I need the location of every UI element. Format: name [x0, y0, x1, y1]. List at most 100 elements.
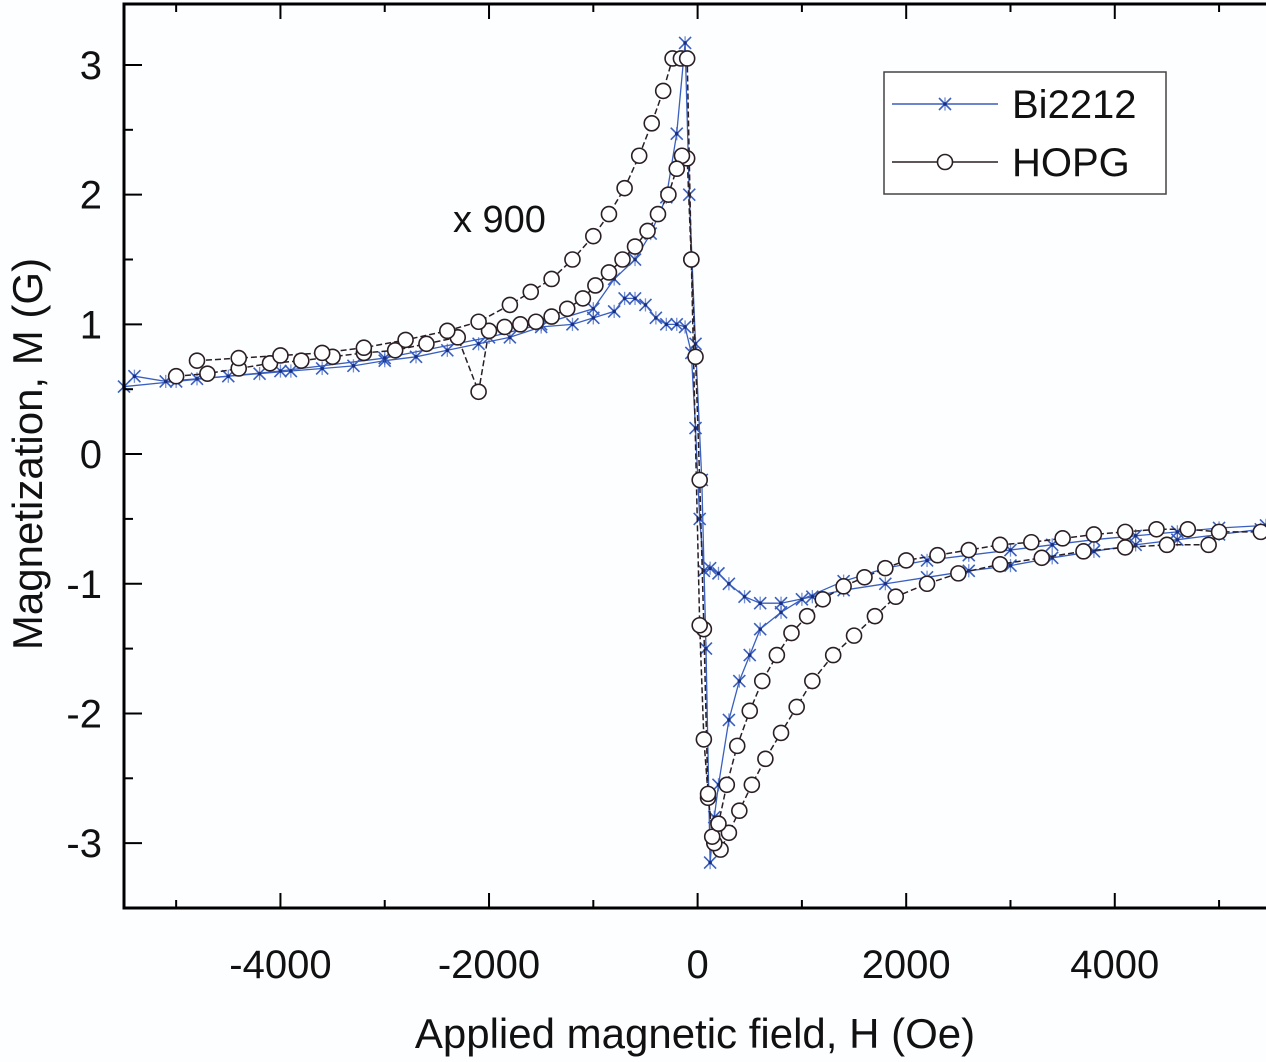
data-point-bi2212 — [607, 304, 621, 318]
data-point-hopg — [720, 824, 738, 842]
y-tick-label: -2 — [66, 692, 102, 736]
data-point-hopg — [728, 737, 746, 755]
data-point-hopg — [230, 349, 248, 367]
scale-annotation: x 900 — [453, 199, 546, 241]
legend-label-hopg: HOPG — [1012, 141, 1130, 185]
data-point-bi2212 — [670, 127, 684, 141]
marker-center — [758, 627, 762, 631]
data-point-hopg — [639, 222, 656, 240]
marker-center — [591, 316, 596, 320]
legend-asterisk — [938, 97, 952, 111]
data-point-hopg — [587, 277, 604, 294]
legend-circle — [936, 153, 954, 171]
y-tick-label: 3 — [80, 44, 102, 88]
data-point-hopg — [564, 251, 581, 268]
marker-center — [1008, 548, 1013, 552]
data-point-bi2212 — [440, 343, 454, 357]
marker-center — [779, 601, 783, 606]
data-point-hopg — [272, 347, 289, 364]
y-tick-label: 2 — [80, 174, 102, 218]
data-point-hopg — [678, 50, 696, 67]
data-point-hopg — [626, 238, 644, 255]
marker-center — [683, 325, 687, 329]
data-point-bi2212 — [737, 590, 752, 604]
marker-center — [1133, 543, 1138, 547]
marker-center — [351, 364, 356, 368]
marker-center — [683, 41, 687, 45]
legend: Bi2212 HOPG — [883, 71, 1167, 195]
data-point-bi2212 — [732, 674, 746, 688]
data-point-bi2212 — [678, 320, 692, 334]
marker-center — [716, 571, 721, 576]
data-point-hopg — [950, 565, 967, 582]
marker-center — [633, 257, 637, 262]
data-point-hopg — [585, 227, 602, 245]
marker-center — [226, 374, 231, 379]
data-point-hopg — [835, 578, 852, 595]
marker-center — [445, 348, 450, 353]
data-point-hopg — [660, 186, 677, 203]
marker-center — [1175, 537, 1180, 542]
data-point-hopg — [798, 607, 816, 625]
marker-center — [674, 322, 679, 327]
data-point-hopg — [929, 546, 946, 564]
data-point-hopg — [1116, 523, 1134, 541]
data-point-hopg — [199, 365, 216, 382]
marker-center — [289, 369, 293, 373]
data-point-hopg — [574, 290, 592, 307]
legend-marker-circle-icon — [936, 153, 954, 171]
data-point-hopg — [788, 698, 805, 716]
marker-center — [1008, 563, 1013, 568]
data-point-hopg — [1158, 536, 1176, 554]
data-point-bi2212 — [618, 291, 632, 306]
data-point-hopg — [703, 828, 721, 845]
data-point-hopg — [600, 205, 618, 223]
data-point-hopg — [167, 367, 185, 385]
marker-center — [800, 597, 804, 602]
marker-center — [737, 679, 742, 683]
data-point-bi2212 — [722, 577, 736, 591]
y-tick-label: -1 — [66, 563, 102, 607]
data-point-bi2212 — [753, 596, 767, 610]
data-point-hopg — [710, 815, 727, 832]
data-point-hopg — [616, 179, 633, 197]
data-point-hopg — [1210, 523, 1228, 541]
data-point-hopg — [643, 115, 661, 132]
data-point-bi2212 — [722, 713, 736, 727]
data-point-hopg — [1200, 536, 1217, 554]
series-layer — [117, 36, 1266, 870]
marker-center — [633, 296, 637, 301]
series-line-bi2212-descending — [134, 297, 1261, 604]
data-point-bi2212 — [659, 317, 673, 331]
data-point-hopg — [527, 313, 545, 331]
legend-box — [883, 71, 1167, 195]
data-point-bi2212 — [670, 317, 684, 331]
data-point-hopg — [691, 616, 708, 634]
data-point-hopg — [480, 322, 498, 340]
data-point-hopg — [470, 383, 487, 401]
marker-center — [943, 102, 947, 106]
data-point-hopg — [877, 559, 894, 577]
data-point-bi2212 — [678, 36, 692, 50]
data-point-hopg — [188, 352, 206, 369]
data-point-hopg — [386, 341, 404, 359]
x-tick-label: 0 — [686, 943, 708, 987]
data-point-bi2212 — [703, 856, 717, 870]
marker-stroke — [1259, 518, 1266, 527]
data-point-hopg — [1023, 533, 1040, 551]
data-point-hopg — [512, 316, 529, 333]
data-point-bi2212 — [409, 350, 423, 364]
marker-center — [508, 335, 512, 340]
marker-center — [708, 566, 712, 570]
marker-center — [1133, 533, 1138, 538]
marker-center — [747, 653, 752, 657]
marker-center — [414, 354, 418, 359]
data-point-hopg — [768, 646, 786, 664]
marker-center — [883, 581, 888, 586]
marker-center — [257, 371, 262, 376]
marker-center — [727, 581, 731, 586]
data-point-hopg — [470, 313, 487, 331]
data-point-hopg — [897, 552, 915, 569]
data-point-hopg — [649, 205, 667, 223]
data-point-bi2212 — [284, 364, 298, 378]
